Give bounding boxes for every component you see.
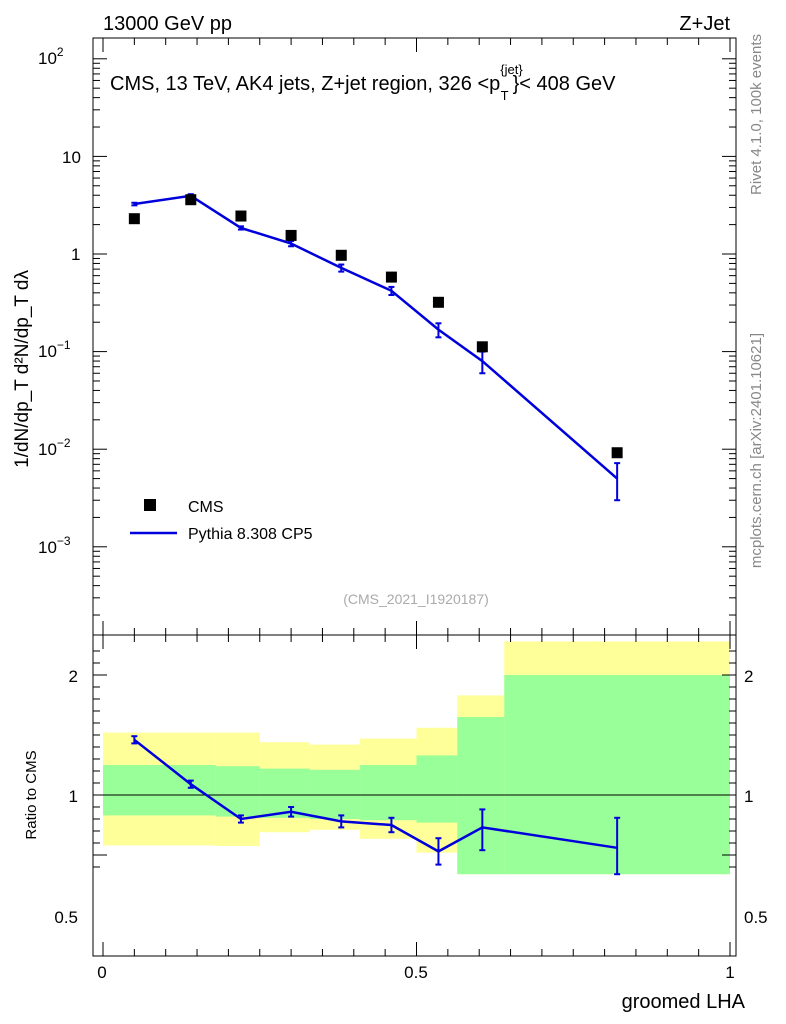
- ratio-ytick-label-1: 1: [69, 787, 78, 806]
- cms-marker: [335, 249, 347, 261]
- ratio-ytick-label-right-2: 2: [744, 667, 753, 686]
- ratio-ylabel: Ratio to CMS: [23, 750, 40, 839]
- ratio-band-green: [259, 768, 310, 818]
- legend-marker-cms: [144, 499, 156, 511]
- cms-marker: [385, 271, 397, 283]
- cms-marker: [185, 194, 197, 206]
- main-ylabel: 1/dN/dp_T d²N/dp_T dλ: [12, 270, 33, 468]
- ratio-band-green: [416, 755, 458, 823]
- ratio-ytick-label-2: 2: [69, 667, 78, 686]
- ratio-band-green: [215, 766, 260, 817]
- ratio-ytick-label-0.5: 0.5: [54, 908, 78, 927]
- ratio-data-layer: [131, 735, 621, 876]
- cms-marker: [611, 447, 623, 459]
- xtick-label-0.5: 0.5: [404, 963, 428, 982]
- xlabel: groomed LHA: [622, 991, 746, 1013]
- ratio-plot-frame: [92, 634, 737, 957]
- legend-label-cms: CMS: [188, 499, 224, 516]
- ratio-band-green: [309, 769, 361, 819]
- ytick-label-1: 1: [71, 245, 80, 264]
- ytick-label-10: 10: [62, 148, 81, 167]
- analysis-watermark: (CMS_2021_I1920187): [343, 591, 489, 607]
- ratio-plot: 2 1 0.5 2 1 0.5 Ratio to CMS 0 0.5 1 gro…: [23, 634, 768, 1013]
- ytick-label-0.1: 10−1: [38, 338, 71, 361]
- ratio-band-green: [103, 765, 216, 816]
- main-data-layer: [128, 193, 623, 502]
- mcplots-label: mcplots.cern.ch [arXiv:2401.10621]: [748, 333, 765, 568]
- ytick-label-100: 102: [38, 45, 64, 68]
- cms-marker: [128, 213, 140, 225]
- xtick-label-0: 0: [97, 963, 106, 982]
- header-right: Z+Jet: [679, 13, 730, 35]
- xtick-label-1: 1: [725, 963, 734, 982]
- ratio-ytick-label-right-0.5: 0.5: [744, 908, 768, 927]
- main-plot-frame: [92, 37, 737, 636]
- cms-marker: [476, 341, 488, 353]
- legend-label-pythia: Pythia 8.308 CP5: [188, 526, 313, 543]
- main-ticks: [93, 38, 736, 635]
- main-title: CMS, 13 TeV, AK4 jets, Z+jet region, 326…: [110, 62, 616, 103]
- main-plot: CMS, 13 TeV, AK4 jets, Z+jet region, 326…: [12, 37, 737, 636]
- ytick-label-0.01: 10−2: [38, 436, 71, 459]
- header-left: 13000 GeV pp: [103, 13, 232, 35]
- ratio-ticks: [93, 635, 736, 956]
- ytick-label-0.001: 10−3: [38, 534, 71, 557]
- rivet-label: Rivet 4.1.0, 100k events: [748, 34, 765, 195]
- cms-marker: [235, 210, 247, 222]
- ratio-ytick-label-right-1: 1: [744, 787, 753, 806]
- cms-marker: [432, 296, 444, 308]
- ratio-band-green: [360, 765, 417, 821]
- legend: CMS Pythia 8.308 CP5: [130, 499, 313, 543]
- ratio-bands: [103, 641, 730, 875]
- ratio-band-green: [457, 717, 505, 875]
- pythia-line: [134, 194, 618, 480]
- cms-marker: [285, 229, 297, 241]
